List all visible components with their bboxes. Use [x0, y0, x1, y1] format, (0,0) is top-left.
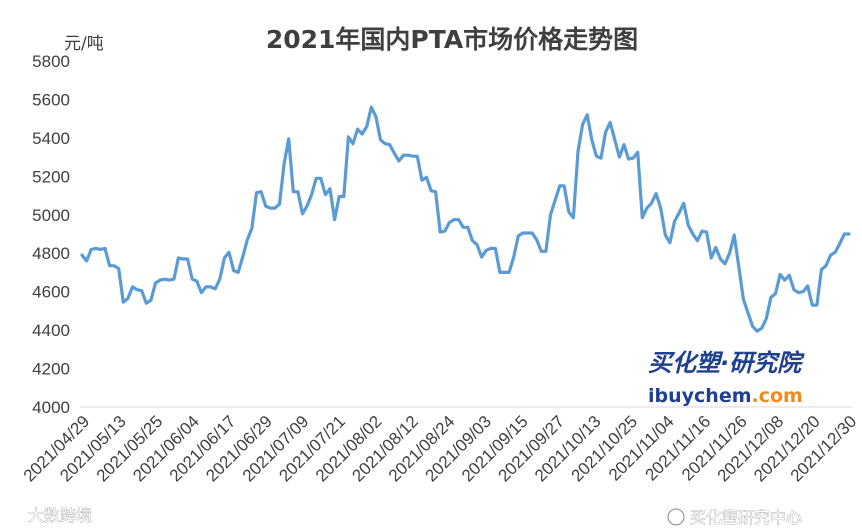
- watermark-brand-english: ibuychem.com: [648, 385, 803, 407]
- y-axis-unit-label: 元/吨: [64, 34, 104, 54]
- wechat-logo-icon: [667, 508, 685, 526]
- y-tick-label: 4600: [32, 283, 70, 302]
- series-line-pta-price: [80, 105, 851, 333]
- y-tick-label: 5800: [32, 52, 70, 71]
- y-axis-tick-labels: 4000 4200 4400 4600 4800 5000 5200 5400 5600 5800: [32, 52, 70, 417]
- y-tick-label: 5200: [32, 167, 70, 186]
- footer-watermark-right: 买化塑研究中心: [667, 508, 802, 527]
- y-tick-label: 5600: [32, 90, 70, 109]
- chart-title: 2021年国内PTA市场价格走势图: [266, 25, 638, 54]
- watermark-brand-english-right: .com: [752, 385, 803, 407]
- wechat-icon: [6, 507, 22, 523]
- footer-watermark-left: 大数跨境: [6, 506, 92, 525]
- y-tick-label: 5400: [32, 129, 70, 148]
- footer-watermark-left-text: 大数跨境: [28, 506, 92, 525]
- y-tick-label: 4800: [32, 244, 70, 263]
- y-tick-label: 4200: [32, 360, 70, 379]
- watermark-brand-english-left: ibuychem: [648, 385, 752, 407]
- y-tick-label: 4000: [32, 398, 70, 417]
- footer-watermark-right-text: 买化塑研究中心: [690, 508, 802, 527]
- watermark-brand-chinese: 买化塑·研究院: [648, 349, 805, 377]
- y-tick-label: 4400: [32, 321, 70, 340]
- x-axis-tick-labels: 2021/04/292021/05/132021/05/252021/06/04…: [20, 412, 861, 486]
- y-tick-label: 5000: [32, 206, 70, 225]
